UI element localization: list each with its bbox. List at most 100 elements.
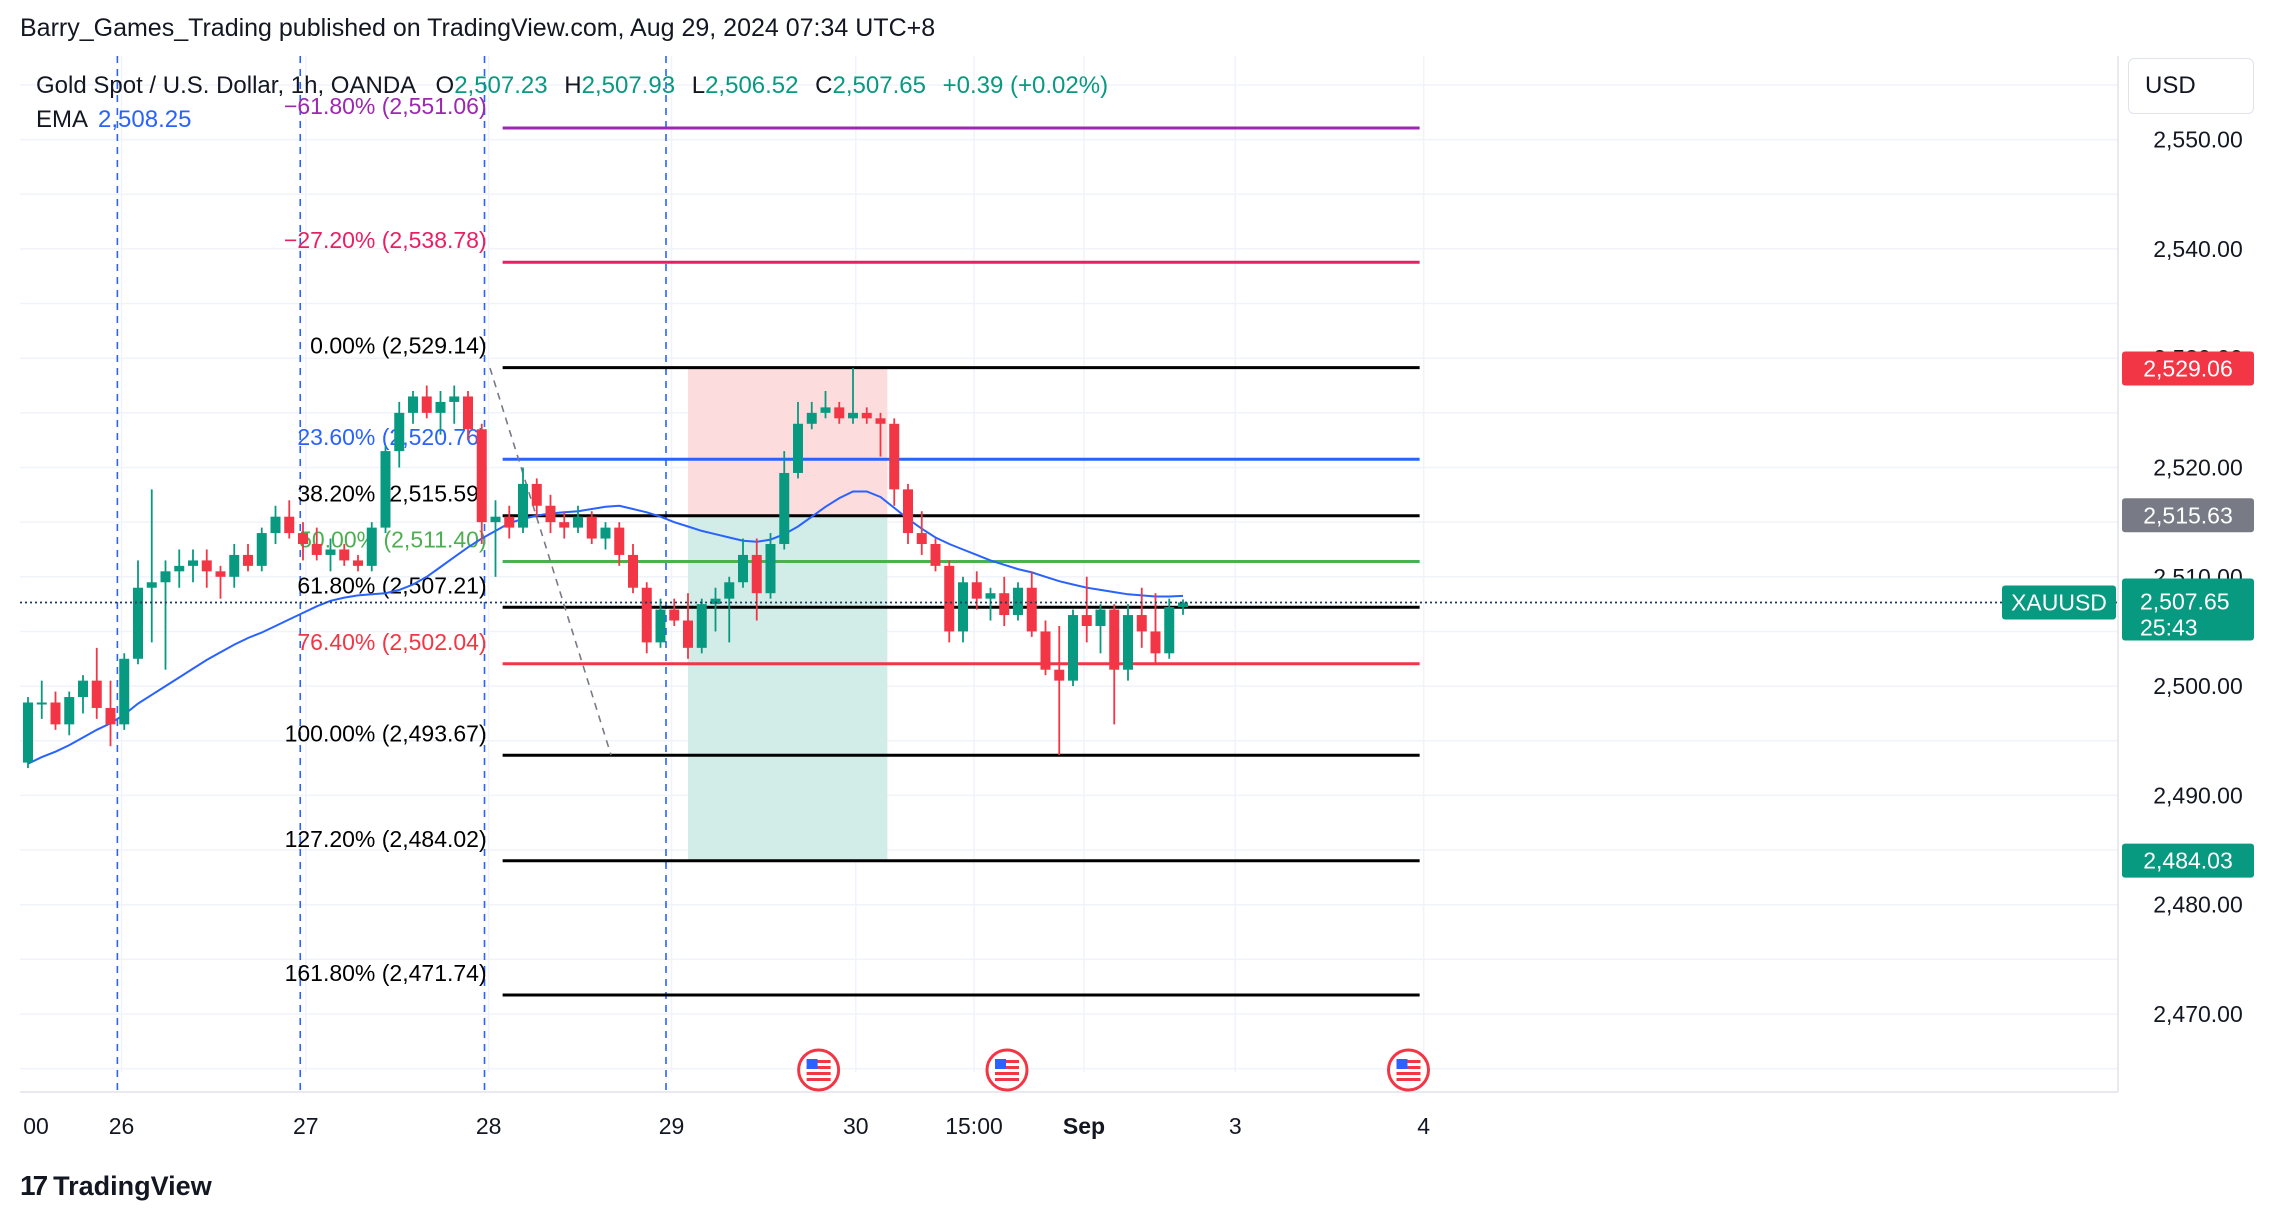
time-tick-label: 30 bbox=[843, 1113, 869, 1139]
flag-stripe bbox=[1396, 1066, 1421, 1069]
candle-body bbox=[971, 582, 982, 599]
ema-value: 2,508.25 bbox=[98, 106, 192, 133]
flag-stripe bbox=[806, 1078, 831, 1081]
candle-body bbox=[518, 483, 528, 528]
candle-body bbox=[1068, 615, 1078, 681]
candle-body bbox=[243, 554, 253, 566]
ema-label[interactable]: EMA bbox=[36, 106, 89, 133]
time-tick-label: 27 bbox=[293, 1113, 319, 1139]
last-price-value: 2,507.65 bbox=[2140, 588, 2230, 614]
candle-body bbox=[793, 423, 803, 473]
candle-body bbox=[751, 554, 762, 594]
candle-body bbox=[284, 516, 295, 534]
currency-button[interactable]: USD bbox=[2128, 58, 2254, 114]
candle-body bbox=[586, 516, 597, 539]
us-flag-event-icon bbox=[985, 1048, 1029, 1092]
fib-trend-line bbox=[489, 367, 612, 756]
flag-stripe bbox=[995, 1078, 1019, 1081]
candle-body bbox=[1164, 607, 1175, 654]
fib-level-label: 161.80% (2,471.74) bbox=[285, 960, 487, 986]
time-axis: 00 26 27 28 29 30 15:00 Sep 3 4 bbox=[23, 1113, 1430, 1139]
time-tick-label: 28 bbox=[476, 1113, 502, 1139]
close-label: C bbox=[815, 72, 833, 99]
tradingview-logo[interactable]: 17 TradingView bbox=[20, 1170, 212, 1202]
us-flag-event-icon bbox=[1387, 1048, 1430, 1092]
candle-body bbox=[256, 533, 267, 566]
candle-body bbox=[504, 516, 515, 528]
candle-body bbox=[1136, 615, 1147, 632]
candle-body bbox=[903, 489, 913, 534]
candle-body bbox=[875, 418, 886, 424]
price-tick-label: 2,550.00 bbox=[2153, 127, 2243, 153]
price-axis: 2,470.002,480.002,490.002,500.002,510.00… bbox=[2002, 127, 2254, 1027]
price-tick-label: 2,520.00 bbox=[2153, 455, 2243, 481]
flag-stripe bbox=[1396, 1072, 1421, 1075]
symbol-tag bbox=[2002, 585, 2116, 620]
symbol-legend[interactable]: Gold Spot / U.S. Dollar, 1h, OANDA O2,50… bbox=[36, 72, 1108, 100]
flag-stripe bbox=[1396, 1060, 1421, 1063]
candle-body bbox=[641, 587, 652, 643]
ema-line bbox=[27, 490, 1184, 765]
candle-body bbox=[861, 412, 872, 419]
flag-stripe bbox=[995, 1072, 1019, 1075]
candle-body bbox=[779, 472, 790, 545]
time-tick-label: 3 bbox=[1229, 1113, 1242, 1139]
candle-body bbox=[394, 412, 405, 452]
candle-body bbox=[600, 527, 611, 539]
candle-body bbox=[1109, 609, 1120, 670]
price-tick-label: 2,500.00 bbox=[2153, 673, 2243, 699]
candle-body bbox=[1123, 615, 1133, 670]
candle-body bbox=[1095, 609, 1106, 626]
candle-body bbox=[160, 571, 171, 583]
price-tag bbox=[2122, 843, 2254, 878]
candle-body bbox=[916, 533, 927, 545]
ema-legend[interactable]: EMA 2,508.25 bbox=[36, 106, 191, 134]
candle-body bbox=[559, 522, 570, 528]
candle-body bbox=[958, 582, 968, 632]
high-label: H bbox=[564, 72, 582, 99]
fib-level-label: 38.20% (2,515.59) bbox=[297, 481, 486, 507]
symbol-tag-label: XAUUSD bbox=[2011, 589, 2107, 615]
time-tick-label: 00 bbox=[23, 1113, 49, 1139]
candle-body bbox=[119, 658, 130, 725]
candle-body bbox=[463, 396, 473, 430]
candle-body bbox=[36, 702, 47, 705]
candle-body bbox=[421, 396, 432, 413]
symbol-name[interactable]: Gold Spot / U.S. Dollar, 1h, OANDA bbox=[36, 72, 415, 99]
candle-body bbox=[738, 554, 748, 583]
trend-line bbox=[489, 367, 612, 756]
flag-stripe bbox=[806, 1060, 831, 1063]
change-value: +0.39 (+0.02%) bbox=[942, 72, 1109, 99]
price-tag-label: 2,484.03 bbox=[2143, 848, 2233, 874]
candle-body bbox=[1026, 587, 1037, 632]
low-value: 2,506.52 bbox=[705, 72, 799, 99]
candle-body bbox=[339, 549, 350, 561]
bar-countdown: 25:43 bbox=[2140, 614, 2198, 640]
candle-body bbox=[710, 598, 721, 605]
flag-stripe bbox=[995, 1060, 1019, 1063]
publisher-info: Barry_Games_Trading published on Trading… bbox=[20, 14, 936, 42]
candle-body bbox=[573, 516, 583, 528]
candle-body bbox=[353, 560, 363, 566]
candle-body bbox=[91, 680, 102, 708]
candle-body bbox=[696, 604, 707, 648]
candle-body bbox=[133, 587, 143, 659]
flag-canton bbox=[995, 1059, 1006, 1069]
candle-body bbox=[311, 544, 322, 555]
flag-stripe bbox=[1396, 1078, 1421, 1081]
candle-body bbox=[848, 412, 858, 419]
fib-level-label: 61.80% (2,507.21) bbox=[297, 572, 486, 598]
candle-body bbox=[628, 554, 638, 588]
economic-events bbox=[797, 1048, 1430, 1092]
us-flag-event-icon bbox=[797, 1048, 841, 1092]
fib-level-label: 100.00% (2,493.67) bbox=[285, 720, 487, 746]
candle-body bbox=[366, 527, 377, 566]
ema-series-line bbox=[27, 490, 1184, 765]
candle-body bbox=[64, 697, 75, 725]
candle-body bbox=[683, 620, 693, 648]
candle-body bbox=[820, 407, 831, 413]
price-tag-label: 2,515.63 bbox=[2143, 502, 2233, 528]
candle-body bbox=[201, 560, 212, 572]
candle-body bbox=[23, 702, 33, 763]
